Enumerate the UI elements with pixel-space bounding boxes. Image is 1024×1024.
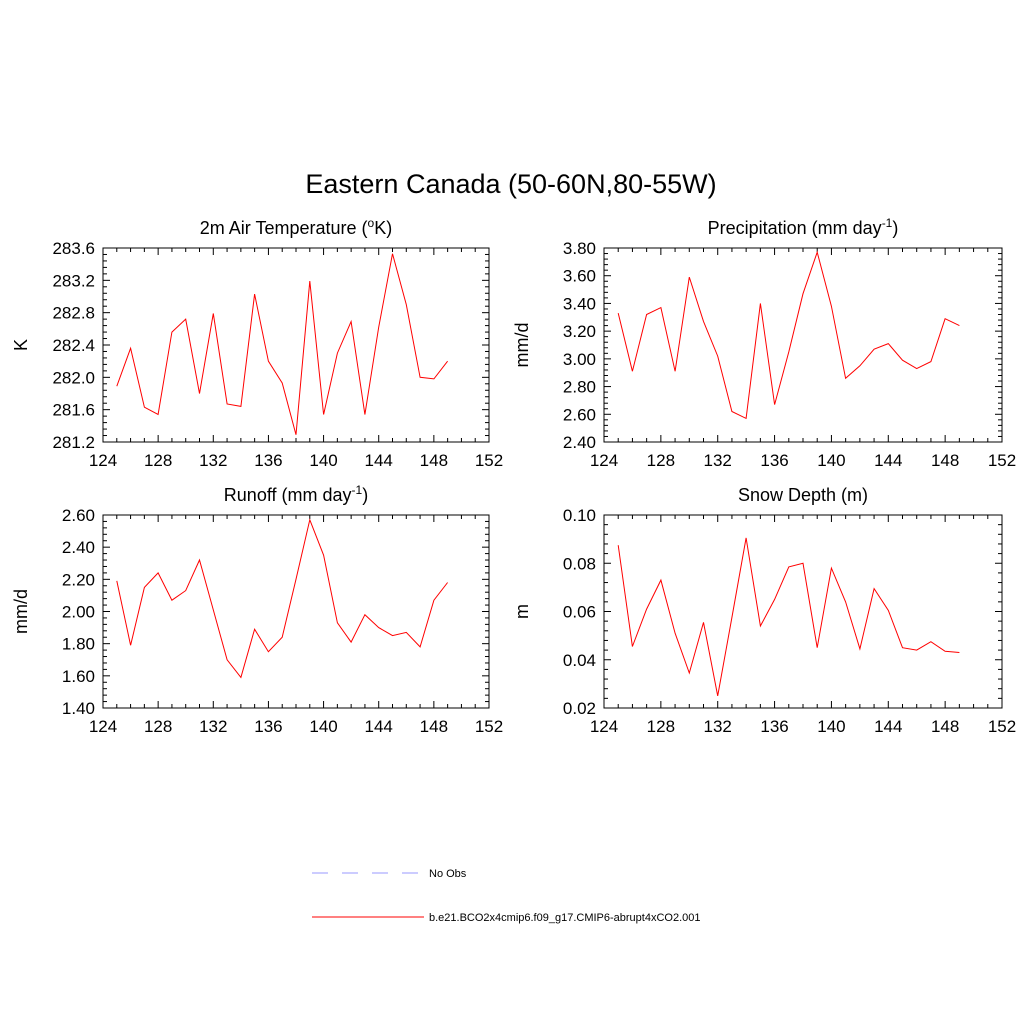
x-tick-label: 148 bbox=[420, 717, 448, 736]
figure-title: Eastern Canada (50-60N,80-55W) bbox=[305, 169, 716, 199]
plot-frame bbox=[603, 514, 1003, 709]
x-tick-label: 144 bbox=[874, 717, 902, 736]
y-tick-label: 3.20 bbox=[563, 322, 596, 341]
x-tick-label: 144 bbox=[365, 717, 393, 736]
x-tick-label: 132 bbox=[199, 451, 227, 470]
x-tick-label: 124 bbox=[89, 717, 117, 736]
y-tick-label: 3.60 bbox=[563, 267, 596, 286]
y-tick-label: 3.00 bbox=[563, 350, 596, 369]
x-tick-label: 148 bbox=[420, 451, 448, 470]
y-tick-label: 282.8 bbox=[52, 304, 95, 323]
x-tick-label: 132 bbox=[704, 717, 732, 736]
y-tick-label: 0.06 bbox=[563, 603, 596, 622]
x-tick-label: 140 bbox=[309, 717, 337, 736]
panels: 124 128 132 136 140 144 148 152 281.2 281.6 282.0 2… bbox=[11, 216, 1016, 736]
y-tick-label: 282.4 bbox=[52, 336, 95, 355]
x-tick-label: 136 bbox=[254, 451, 282, 470]
y-tick-label: 0.10 bbox=[563, 506, 596, 525]
series-line bbox=[116, 253, 448, 435]
legend-model-label: b.e21.BCO2x4cmip6.f09_g17.CMIP6-abrupt4x… bbox=[429, 912, 701, 924]
plot-frame bbox=[102, 514, 490, 709]
x-tick-label: 128 bbox=[144, 717, 172, 736]
x-tick-label: 140 bbox=[817, 717, 845, 736]
y-axis-label: K bbox=[11, 339, 31, 351]
x-tick-label: 124 bbox=[590, 451, 618, 470]
plot-frame bbox=[102, 247, 490, 443]
x-tick-label: 152 bbox=[988, 717, 1016, 736]
y-tick-label: 1.60 bbox=[62, 667, 95, 686]
x-tick-label: 132 bbox=[199, 717, 227, 736]
y-tick-label: 2.40 bbox=[563, 433, 596, 452]
series-line bbox=[617, 250, 960, 420]
y-tick-label: 283.2 bbox=[52, 271, 95, 290]
y-tick-label: 0.08 bbox=[563, 554, 596, 573]
x-tick-label: 128 bbox=[144, 451, 172, 470]
panel-title: Precipitation (mm day-1) bbox=[708, 216, 899, 238]
y-tick-label: 283.6 bbox=[52, 239, 95, 258]
panel-title: 2m Air Temperature (oK) bbox=[200, 216, 392, 238]
y-tick-label: 282.0 bbox=[52, 368, 95, 387]
y-tick-label: 2.80 bbox=[563, 378, 596, 397]
y-tick-label: 1.80 bbox=[62, 635, 95, 654]
y-tick-label: 3.40 bbox=[563, 294, 596, 313]
legend: No Obs b.e21.BCO2x4cmip6.f09_g17.CMIP6-a… bbox=[312, 868, 701, 924]
x-tick-label: 124 bbox=[89, 451, 117, 470]
y-tick-label: 2.60 bbox=[62, 506, 95, 525]
legend-obs-label: No Obs bbox=[429, 868, 467, 880]
series-line bbox=[116, 518, 448, 679]
x-tick-label: 152 bbox=[475, 451, 503, 470]
y-tick-label: 2.00 bbox=[62, 603, 95, 622]
chart-panel-3: 124 128 132 136 140 144 148 152 1.40 1.60 1.80 2.00… bbox=[11, 483, 503, 736]
x-tick-label: 132 bbox=[704, 451, 732, 470]
y-tick-label: 0.04 bbox=[563, 651, 596, 670]
y-tick-label: 3.80 bbox=[563, 239, 596, 258]
chart-panel-2: 124 128 132 136 140 144 148 152 2.40 2.60 2.80 3.00… bbox=[512, 216, 1016, 470]
x-tick-label: 152 bbox=[988, 451, 1016, 470]
y-tick-label: 2.40 bbox=[62, 538, 95, 557]
x-tick-label: 140 bbox=[817, 451, 845, 470]
y-tick-label: 2.60 bbox=[563, 405, 596, 424]
chart-panel-1: 124 128 132 136 140 144 148 152 281.2 281.6 282.0 2… bbox=[11, 216, 503, 470]
x-tick-label: 144 bbox=[874, 451, 902, 470]
x-tick-label: 148 bbox=[931, 451, 959, 470]
y-axis-label: m bbox=[512, 604, 532, 619]
y-axis-label: mm/d bbox=[512, 323, 532, 368]
x-tick-label: 148 bbox=[931, 717, 959, 736]
x-tick-label: 136 bbox=[760, 717, 788, 736]
panel-title: Runoff (mm day-1) bbox=[224, 483, 368, 505]
x-tick-label: 124 bbox=[590, 717, 618, 736]
y-tick-label: 2.20 bbox=[62, 570, 95, 589]
panel-title: Snow Depth (m) bbox=[738, 485, 868, 505]
plot-frame bbox=[603, 247, 1003, 443]
x-tick-label: 152 bbox=[475, 717, 503, 736]
x-tick-label: 144 bbox=[365, 451, 393, 470]
y-tick-label: 0.02 bbox=[563, 699, 596, 718]
y-axis-label: mm/d bbox=[11, 589, 31, 634]
y-tick-label: 281.6 bbox=[52, 401, 95, 420]
x-tick-label: 128 bbox=[647, 451, 675, 470]
series-line bbox=[617, 537, 960, 696]
x-tick-label: 136 bbox=[760, 451, 788, 470]
x-tick-label: 128 bbox=[647, 717, 675, 736]
chart-panel-4: 124 128 132 136 140 144 148 152 0.02 0.04 0.06 0.08… bbox=[512, 485, 1016, 736]
x-tick-label: 136 bbox=[254, 717, 282, 736]
x-tick-label: 140 bbox=[309, 451, 337, 470]
y-tick-label: 1.40 bbox=[62, 699, 95, 718]
y-tick-label: 281.2 bbox=[52, 433, 95, 452]
